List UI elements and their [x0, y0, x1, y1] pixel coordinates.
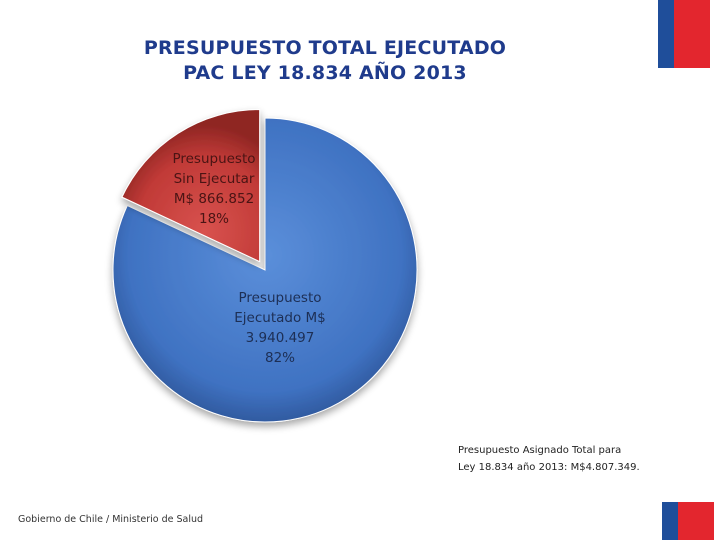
chile-flag-logo-top [658, 0, 714, 68]
pie-slice-label-0: Presupuesto Ejecutado M$ 3.940.497 82% [234, 290, 326, 366]
chart-title-line-2: PAC LEY 18.834 AÑO 2013 [183, 62, 467, 84]
total-budget-note-line-1: Presupuesto Asignado Total para [458, 445, 622, 456]
pie-slice-1 [121, 109, 261, 263]
chile-flag-logo-bottom [662, 502, 718, 540]
footer-text: Gobierno de Chile / Ministerio de Salud [18, 514, 204, 525]
chart-title: PRESUPUESTO TOTAL EJECUTADO PAC LEY 18.8… [0, 36, 650, 86]
pie-slice-0 [112, 117, 418, 423]
total-budget-note: Presupuesto Asignado Total para Ley 18.8… [458, 442, 688, 476]
pie-slice-label-1: Presupuesto Sin Ejecutar M$ 866.852 18% [172, 151, 255, 227]
chart-title-line-1: PRESUPUESTO TOTAL EJECUTADO [143, 37, 507, 59]
total-budget-note-line-2: Ley 18.834 año 2013: M$4.807.349. [458, 462, 640, 473]
